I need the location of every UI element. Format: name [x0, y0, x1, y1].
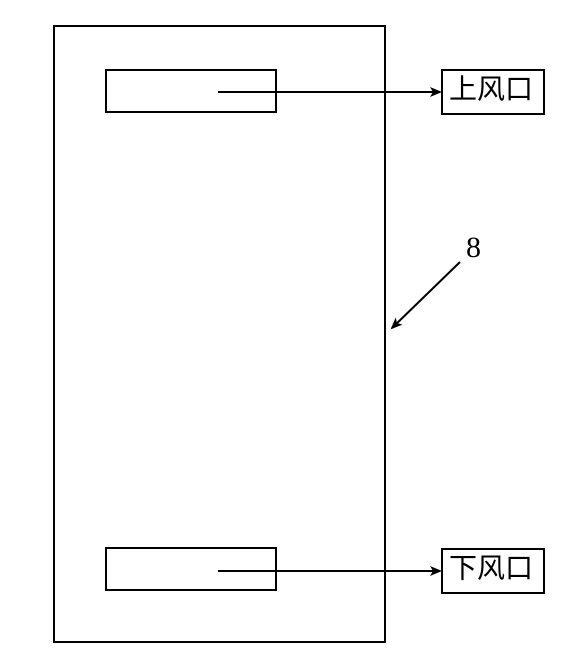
- reference-8-leader-line: [392, 262, 460, 328]
- lower-vent-label: 下风口: [449, 553, 533, 584]
- lower-vent-slot: [106, 548, 276, 590]
- upper-vent-label: 上风口: [449, 74, 533, 105]
- outer-enclosure: [54, 26, 385, 642]
- reference-8-label: 8: [466, 231, 481, 264]
